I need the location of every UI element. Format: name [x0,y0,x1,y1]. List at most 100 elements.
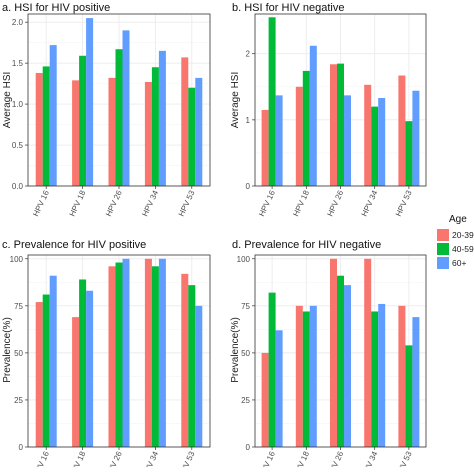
y-axis-label: Prevalence(%) [2,317,13,383]
x-tick-label: HPV 18 [291,450,311,467]
bar-60+-HPV-18 [309,305,317,447]
x-tick-label: HPV 34 [360,189,380,218]
legend-key [437,229,449,241]
legend: Age 20-39 40-59 60+ [437,214,474,269]
bar-40-59-HPV-26 [337,275,344,447]
bar-40-59-HPV-16 [42,294,50,447]
bar-40-59-HPV-34 [151,67,159,186]
x-tick-label: HPV 34 [140,450,160,467]
y-tick-label: 25 [14,396,23,405]
legend-key [437,257,449,269]
bar-20-39-HPV-53 [398,75,406,186]
bar-20-39-HPV-53 [181,57,189,187]
x-tick-label: HPV 16 [257,189,277,218]
x-tick-label: HPV 16 [31,189,51,218]
bar-20-39-HPV-26 [108,266,116,447]
x-tick-label: HPV 18 [291,189,311,218]
bar-40-59-HPV-34 [151,266,159,447]
bar-60+-HPV-18 [86,18,94,186]
bar-60+-HPV-53 [195,77,203,186]
y-tick-label: 0 [246,443,251,452]
bar-20-39-HPV-18 [295,86,303,186]
bar-20-39-HPV-34 [364,84,372,186]
y-tick-label: 2 [246,50,251,59]
bar-60+-HPV-18 [86,290,94,447]
bar-60+-HPV-18 [309,45,317,186]
x-tick-label: HPV 26 [326,450,346,467]
bar-40-59-HPV-18 [79,279,87,447]
bar-60+-HPV-26 [344,285,351,447]
bar-20-39-HPV-18 [72,317,80,447]
panel-title: d. Prevalence for HIV negative [232,239,381,251]
bar-20-39-HPV-26 [330,64,337,186]
bar-60+-HPV-16 [275,330,283,447]
bar-20-39-HPV-18 [72,80,80,186]
bar-60+-HPV-16 [49,275,57,447]
y-axis-label: Prevalence(%) [230,317,241,383]
bar-20-39-HPV-53 [398,305,406,447]
bar-20-39-HPV-34 [364,258,372,447]
bar-60+-HPV-53 [195,305,203,447]
y-tick-label: 50 [14,349,23,358]
y-tick-label: 0 [19,443,24,452]
bar-20-39-HPV-26 [108,77,116,186]
y-tick-label: 1.5 [12,59,24,68]
y-tick-label: 50 [241,349,250,358]
legend-label: 40-59 [452,244,474,254]
panel-c: 0 25 50 75 100 HPV 16 HPV 18 HPV 26 HPV 34 HPV 53… [2,239,211,472]
y-tick-label: 1 [246,116,251,125]
legend-key [437,243,449,255]
x-tick-label: HPV 34 [140,189,160,218]
y-tick-label: 0.0 [12,182,24,191]
panel-a: 0.0 0.5 1.0 1.5 2.0 HPV 16 HPV 18 HPV 26 HPV 34 H… [2,2,211,218]
x-tick-label: HPV 53 [177,189,197,218]
bar-20-39-HPV-53 [181,273,189,447]
y-tick-label: 0.5 [12,141,24,150]
bar-20-39-HPV-16 [35,72,43,186]
bar-40-59-HPV-18 [302,311,310,447]
x-tick-label: HPV 18 [68,189,88,218]
bar-40-59-HPV-34 [371,311,379,447]
x-tick-label: HPV 53 [177,450,197,467]
y-tick-label: 2.0 [12,18,24,27]
y-tick-label: 100 [10,255,24,264]
bar-40-59-HPV-53 [188,87,196,186]
bar-40-59-HPV-26 [115,262,123,447]
x-tick-label: HPV 18 [68,450,88,467]
bar-40-59-HPV-18 [79,55,87,187]
bar-20-39-HPV-26 [330,258,337,447]
x-tick-label: HPV 53 [394,189,414,218]
y-tick-label: 75 [14,302,23,311]
panel-d: 0 25 50 75 100 HPV 16 HPV 18 HPV 26 HPV 34 HPV 53… [230,239,427,472]
x-tick-label: HPV 26 [104,189,124,218]
y-tick-label: 75 [241,302,250,311]
panel-b: 0 1 2 HPV 16 HPV 18 HPV 26 HPV 34 HPV 53 b. HSI … [230,2,427,218]
bar-60+-HPV-26 [344,95,351,186]
bar-40-59-HPV-18 [302,70,310,186]
bar-20-39-HPV-16 [261,109,269,186]
bar-40-59-HPV-53 [405,345,413,447]
y-axis-label: Average HSI [2,72,13,129]
bar-40-59-HPV-34 [371,106,379,186]
bar-20-39-HPV-18 [295,305,303,447]
bar-60+-HPV-53 [412,90,420,186]
bar-40-59-HPV-53 [405,121,413,186]
y-axis-label: Average HSI [230,72,241,129]
panel-title: a. HSI for HIV positive [2,2,110,14]
bar-40-59-HPV-16 [268,292,276,447]
x-tick-label: HPV 53 [394,450,414,467]
bar-60+-HPV-26 [122,258,130,447]
panel-title: b. HSI for HIV negative [232,2,345,14]
bar-40-59-HPV-26 [115,49,123,186]
bar-20-39-HPV-34 [144,258,152,447]
bar-40-59-HPV-16 [268,17,276,186]
bar-40-59-HPV-26 [337,63,344,186]
bar-60+-HPV-34 [378,98,386,186]
bar-20-39-HPV-34 [144,81,152,186]
bar-20-39-HPV-16 [35,302,43,447]
y-tick-label: 25 [241,396,250,405]
x-tick-label: HPV 26 [104,450,124,467]
x-tick-label: HPV 26 [326,189,346,218]
y-tick-label: 100 [237,255,251,264]
